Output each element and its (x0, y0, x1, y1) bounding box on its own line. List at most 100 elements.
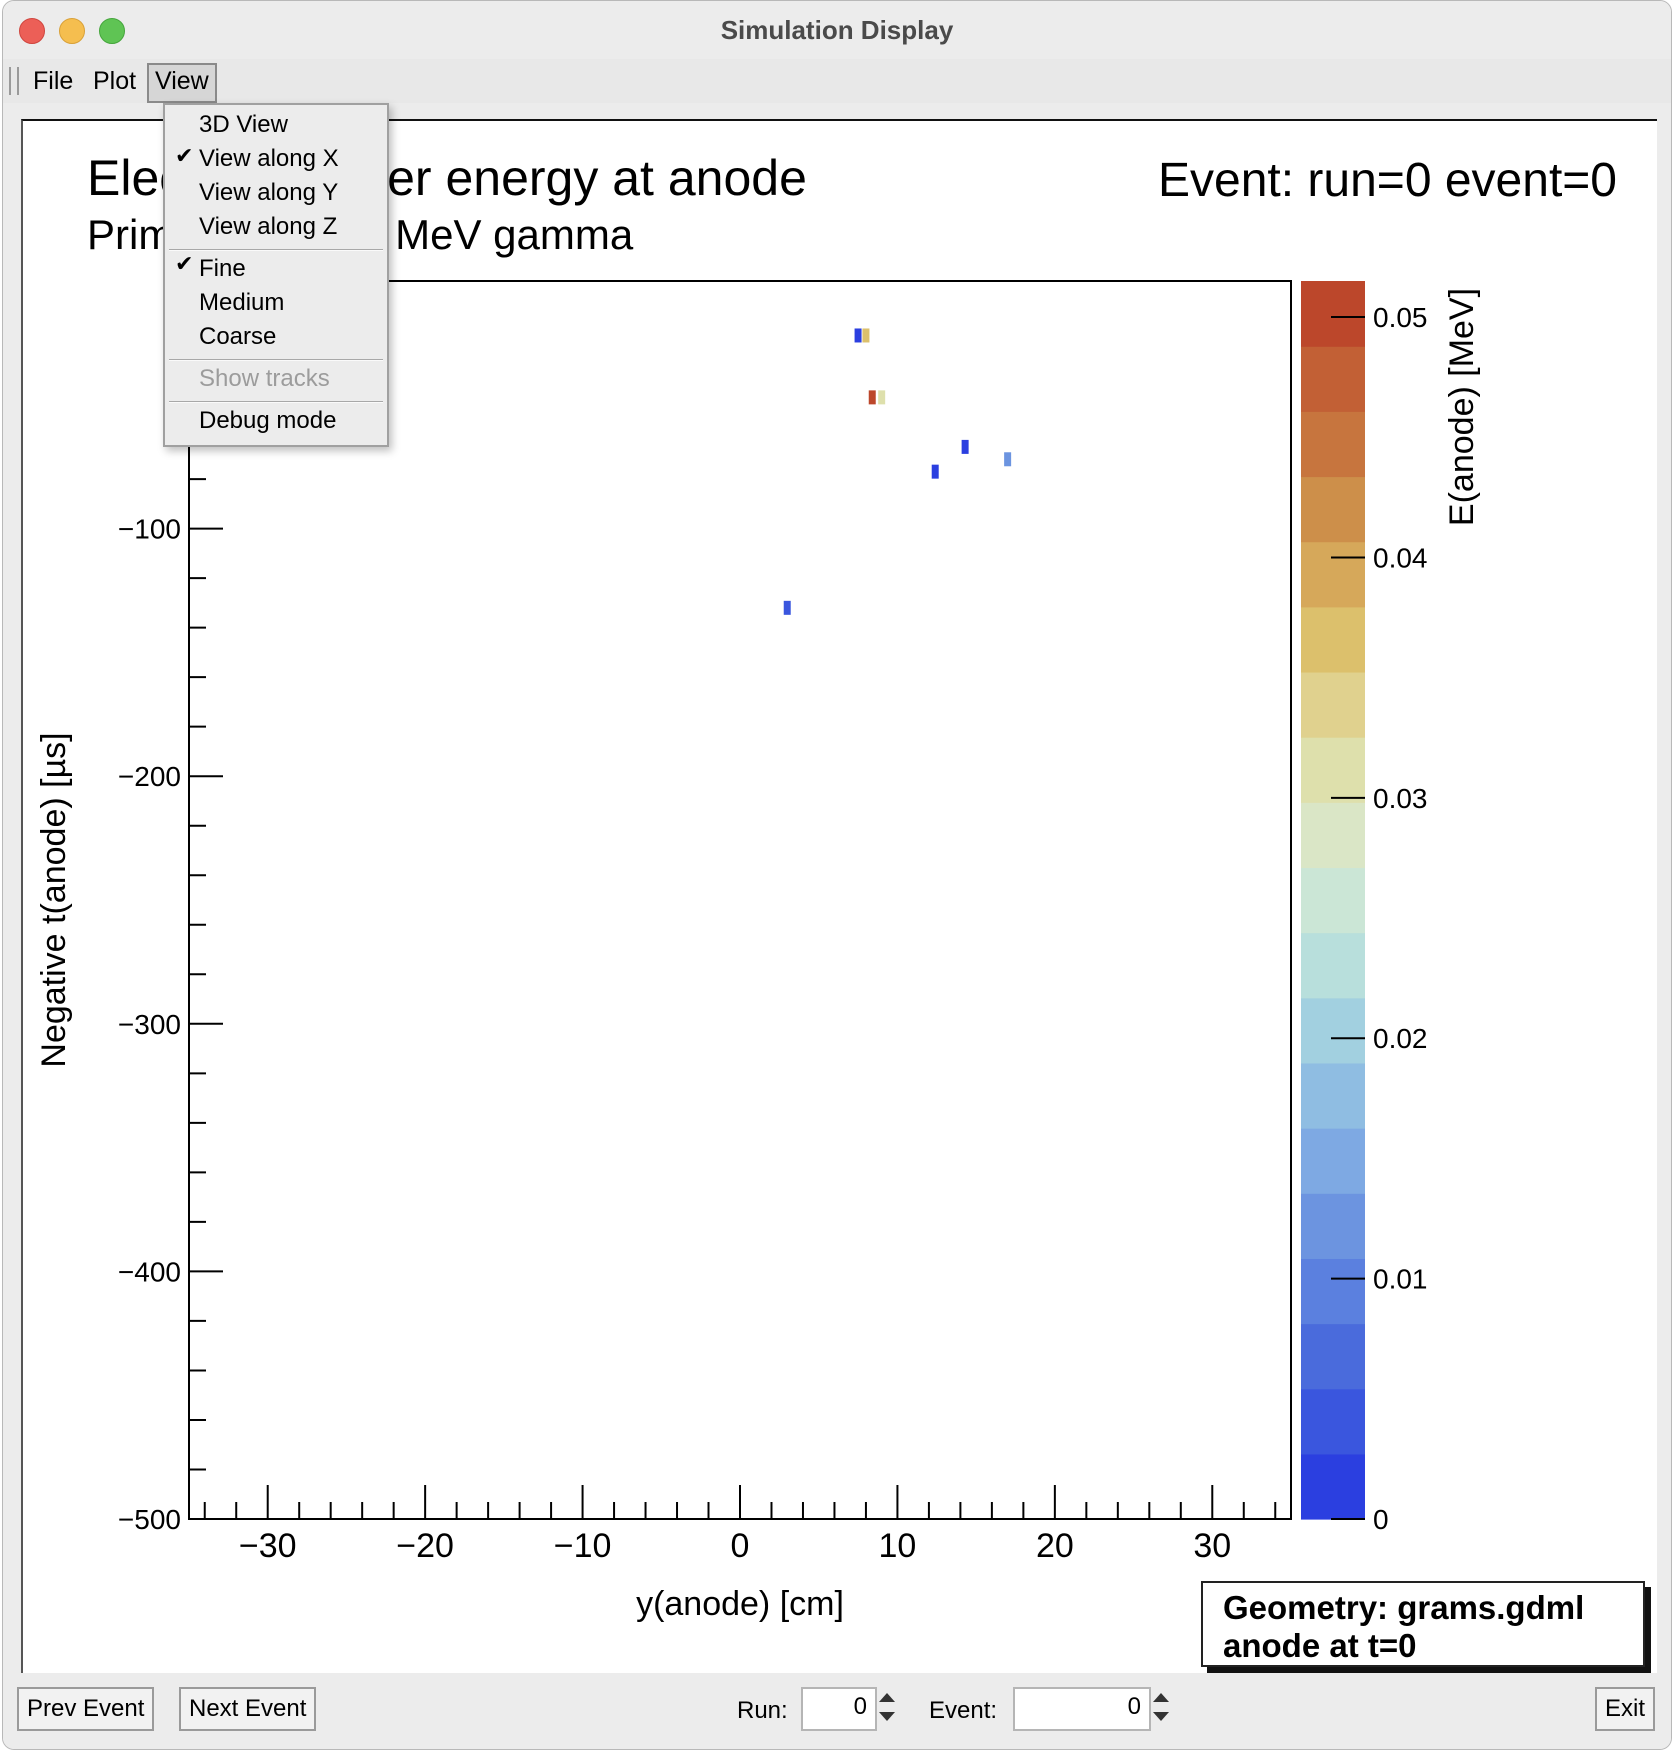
increment-arrow-icon[interactable] (1153, 1693, 1169, 1702)
plot-frame (188, 280, 1292, 1520)
menu-item-view-along-y[interactable]: View along Y (199, 179, 339, 206)
x-axis-label: y(anode) [cm] (636, 1585, 844, 1623)
title-bar: Simulation Display (3, 1, 1671, 60)
colorbar-label: E(anode) [MeV] (1443, 288, 1481, 526)
run-input[interactable]: 0 (801, 1687, 877, 1731)
colorbar-tick-label: 0.02 (1373, 1023, 1428, 1054)
colorbar-segment (1301, 737, 1365, 803)
y-tick-label: −500 (118, 1504, 181, 1535)
colorbar-segment (1301, 1388, 1365, 1455)
colorbar-segment (1301, 802, 1365, 869)
checkmark-icon: ✔ (175, 143, 194, 168)
geometry-info-box: Geometry: grams.gdml anode at t=0 (1201, 1581, 1645, 1667)
menu-item-view-along-z[interactable]: View along Z (199, 213, 338, 240)
exit-button[interactable]: Exit (1595, 1687, 1656, 1731)
menu-view[interactable]: View (147, 63, 217, 103)
menu-separator (169, 359, 383, 361)
heatmap-plot: −30 −20 −10 0 10 20 30 −100−200−300−400−500 00… (35, 280, 1481, 1623)
geometry-file-label: Geometry: grams.gdml (1223, 1589, 1585, 1626)
next-event-button[interactable]: Next Event (179, 1687, 317, 1731)
menu-separator (169, 401, 383, 403)
x-tick-label: −20 (396, 1527, 454, 1565)
increment-arrow-icon[interactable] (879, 1693, 895, 1702)
y-axis: −100 −200 −300 −400 −500 (118, 329, 223, 1535)
menu-plot[interactable]: Plot (93, 67, 137, 95)
menu-item-3d-view[interactable]: 3D View (199, 111, 288, 138)
colorbar-tick-label: 0.01 (1373, 1264, 1428, 1295)
run-stepper[interactable] (875, 1687, 901, 1727)
prev-event-button[interactable]: Prev Event (17, 1687, 155, 1731)
y-tick-label: −300 (118, 1009, 181, 1040)
menu-item-coarse[interactable]: Coarse (199, 323, 277, 350)
colorbar-segment (1301, 1128, 1365, 1194)
colorbar-segment (1301, 1062, 1365, 1129)
colorbar-segment (1301, 281, 1365, 347)
heatmap-cell (961, 439, 969, 454)
y-tick-label: −100 (118, 514, 181, 545)
data-cells (783, 328, 1012, 615)
heatmap-cell (931, 464, 939, 479)
colorbar-segment (1301, 997, 1365, 1064)
run-label: Run: (737, 1697, 788, 1724)
x-tick-label: −30 (239, 1527, 297, 1565)
minimize-window-button[interactable] (59, 18, 85, 44)
x-tick-label: 30 (1193, 1527, 1231, 1565)
heatmap-cell (862, 328, 870, 343)
event-value: 0 (1127, 1693, 1141, 1720)
colorbar-segment (1301, 346, 1365, 412)
colorbar-segment (1301, 541, 1365, 608)
event-stepper[interactable] (1149, 1687, 1175, 1727)
decrement-arrow-icon[interactable] (1153, 1712, 1169, 1721)
colorbar-segment (1301, 1258, 1365, 1325)
checkmark-icon: ✔ (175, 251, 194, 276)
window-title: Simulation Display (720, 15, 954, 45)
decrement-arrow-icon[interactable] (879, 1712, 895, 1721)
colorbar-tick-label: 0.03 (1373, 783, 1428, 814)
color-bar: 0 0.01 0.02 0.03 0.04 0.05 (1301, 281, 1428, 1535)
menu-item-medium[interactable]: Medium (199, 289, 285, 316)
colorbar-segment (1301, 1193, 1365, 1259)
colorbar-tick-label: 0.04 (1373, 542, 1428, 573)
x-tick-label: −10 (554, 1527, 612, 1565)
close-window-button[interactable] (19, 18, 45, 44)
anode-time-label: anode at t=0 (1223, 1627, 1417, 1664)
event-label: Event: run=0 event=0 (1158, 154, 1617, 207)
menu-item-show-tracks: Show tracks (199, 365, 330, 392)
heatmap-cell (1004, 452, 1012, 467)
heatmap-cell (783, 600, 791, 615)
event-input[interactable]: 0 (1013, 1687, 1151, 1731)
colorbar-segment (1301, 411, 1365, 478)
control-bar: Prev Event Next Event Run: 0 Event: 0 Ex… (3, 1673, 1671, 1749)
x-axis: −30 −20 −10 0 10 20 30 (203, 1485, 1277, 1565)
run-value: 0 (853, 1693, 867, 1720)
x-tick-label: 20 (1036, 1527, 1074, 1565)
y-tick-label: −400 (118, 1256, 181, 1287)
colorbar-segment (1301, 606, 1365, 673)
heatmap-cell (854, 328, 862, 343)
menu-bar: File Plot View (3, 59, 1671, 103)
colorbar-segment (1301, 671, 1365, 738)
menubar-grip-handle[interactable] (9, 67, 19, 95)
event-number-label: Event: (929, 1697, 998, 1724)
view-menu-dropdown: 3D View ✔ View along X View along Y View… (163, 103, 389, 447)
colorbar-segment (1301, 867, 1365, 934)
y-tick-label: −200 (118, 761, 181, 792)
x-tick-label: 0 (731, 1527, 750, 1565)
maximize-window-button[interactable] (99, 18, 125, 44)
menu-file[interactable]: File (33, 67, 74, 95)
heatmap-cell (868, 390, 876, 405)
x-tick-label: 10 (879, 1527, 917, 1565)
menu-item-debug-mode[interactable]: Debug mode (199, 407, 337, 434)
menu-item-fine[interactable]: Fine (199, 255, 246, 282)
colorbar-segment (1301, 476, 1365, 543)
colorbar-segment (1301, 1323, 1365, 1390)
colorbar-segment (1301, 932, 1365, 999)
colorbar-tick-label: 0 (1373, 1504, 1389, 1535)
heatmap-cell (878, 390, 886, 405)
colorbar-tick-label: 0.05 (1373, 302, 1428, 333)
menu-separator (169, 249, 383, 251)
menu-item-view-along-x[interactable]: View along X (199, 145, 339, 172)
y-axis-label: Negative t(anode) [µs] (35, 732, 73, 1067)
colorbar-segment (1301, 1453, 1365, 1520)
